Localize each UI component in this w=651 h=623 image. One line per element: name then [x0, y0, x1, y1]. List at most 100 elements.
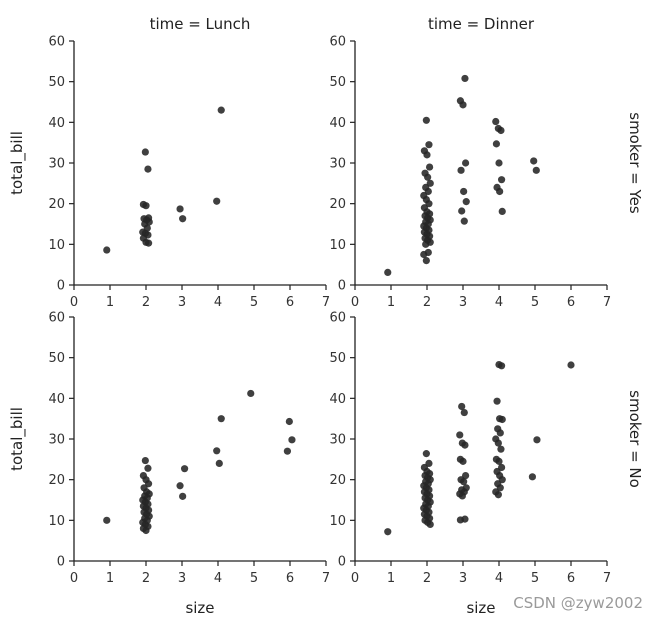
panel-1-y-tick-label: 0: [57, 279, 65, 294]
panel-1-y-axis-label: total_bill: [8, 131, 27, 195]
panel-2-data-point: [420, 250, 428, 259]
panel-4-x-axis-label: size: [466, 599, 495, 617]
panel-4-x-tick-label: 2: [423, 571, 431, 586]
panel-4-x-tick-label: 4: [495, 571, 503, 586]
panel-2-x-tick-label: 4: [495, 295, 503, 310]
panel-4-data-point: [456, 516, 465, 524]
panel-3-data-point: [180, 465, 189, 473]
panel-3-data-point: [144, 464, 152, 472]
panel-1-title: time = Lunch: [150, 15, 251, 33]
panel-1-data-point: [144, 165, 152, 173]
panel-2-data-point: [497, 126, 505, 135]
panel-2-data-point: [422, 257, 430, 265]
panel-4-data-point: [498, 415, 506, 424]
panel-4-data-point: [496, 429, 504, 437]
panel-4-data-point: [567, 361, 575, 369]
panel-1-data-point: [144, 239, 153, 247]
panel-2-data-point: [424, 173, 432, 181]
panel-2-data-point: [461, 159, 470, 167]
panel-2-x-tick-label: 1: [387, 295, 395, 310]
panel-4-y-tick-label: 10: [329, 514, 346, 529]
panel-1-data-point: [217, 106, 225, 114]
panel-1-x-tick-label: 0: [70, 295, 78, 310]
panel-1-y-tick-label: 10: [48, 238, 65, 253]
panel-2-y-tick-label: 0: [338, 279, 346, 294]
panel-2-data-point: [492, 117, 500, 126]
panel-3-x-tick-label: 4: [214, 571, 222, 586]
panel-3-y-tick-label: 60: [48, 311, 65, 326]
panel-1-data-point: [142, 202, 150, 210]
panel-4-data-point: [493, 397, 501, 405]
panel-4-data-point: [533, 436, 541, 444]
panel-4-data-point: [458, 402, 466, 411]
panel-1-y-tick-label: 20: [48, 197, 65, 212]
panel-1-x-tick-label: 7: [322, 295, 330, 310]
panel-2-data-point: [422, 240, 430, 248]
panel-4-data-point: [456, 431, 464, 439]
panel-1-data-point: [213, 197, 221, 205]
panel-3-y-tick-label: 0: [57, 555, 65, 570]
panel-2-data-point: [498, 207, 506, 215]
panel-1-data-point: [141, 148, 149, 156]
panel-2-data-point: [460, 217, 468, 225]
panel-4-x-tick-label: 7: [603, 571, 611, 586]
panel-4-data-point: [426, 520, 434, 529]
panel-2-y-tick-label: 30: [329, 157, 346, 172]
panel-4-x-tick-label: 0: [351, 571, 359, 586]
panel-2-data-point: [460, 187, 468, 196]
panel-4-data-point: [497, 445, 505, 453]
panel-3-data-point: [103, 516, 111, 524]
panel-2-x-tick-label: 2: [423, 295, 431, 310]
panel-4-data-point: [460, 478, 468, 486]
panel-2-row-label: smoker = Yes: [626, 112, 644, 214]
panel-2-data-point: [425, 141, 433, 149]
panel-2-y-tick-label: 20: [329, 197, 346, 212]
panel-2-x-tick-label: 0: [351, 295, 359, 310]
panel-2-data-point: [423, 151, 431, 159]
panel-1-y-tick-label: 30: [48, 157, 65, 172]
panel-4-data-point: [384, 528, 392, 536]
panel-3-data-point: [213, 447, 221, 455]
panel-1-y-tick-label: 60: [48, 35, 65, 50]
panel-4-data-point: [495, 457, 503, 465]
panel-4-x-tick-label: 3: [459, 571, 467, 586]
panel-2-y-tick-label: 60: [329, 35, 346, 50]
panel-2-data-point: [461, 74, 469, 83]
panel-3-x-axis-label: size: [185, 599, 214, 617]
panel-2-data-point: [496, 187, 504, 196]
panel-4-y-tick-label: 0: [338, 555, 346, 570]
panel-2-y-tick-label: 10: [329, 238, 346, 253]
panel-1-y-tick-label: 50: [48, 75, 65, 90]
watermark: CSDN @zyw2002: [513, 594, 643, 612]
panel-4-data-point: [422, 450, 430, 458]
panel-4-y-tick-label: 50: [329, 351, 346, 366]
panel-4-y-tick-label: 20: [329, 473, 346, 488]
panel-2-data-point: [532, 166, 540, 174]
panel-1-x-tick-label: 1: [106, 295, 114, 310]
panel-4-row-label: smoker = No: [626, 390, 644, 488]
panel-2-data-point: [422, 116, 430, 124]
panel-2-data-point: [492, 140, 501, 148]
panel-3-data-point: [179, 492, 187, 500]
panel-2-data-point: [457, 166, 465, 174]
panel-2-data-point: [459, 101, 467, 109]
panel-3-x-tick-label: 3: [178, 571, 186, 586]
panel-1-x-tick-label: 4: [214, 295, 222, 310]
panel-3-x-tick-label: 7: [322, 571, 330, 586]
panel-4-data-point: [494, 491, 502, 499]
panel-4-data-point: [458, 492, 466, 500]
panel-4-x-tick-label: 5: [531, 571, 539, 586]
panel-1-x-tick-label: 5: [250, 295, 258, 310]
panel-3-data-point: [141, 456, 149, 465]
panel-3-data-point: [288, 436, 296, 444]
panel-1-x-tick-label: 6: [286, 295, 294, 310]
panel-2-y-tick-label: 40: [329, 116, 346, 131]
panel-4-y-tick-label: 60: [329, 311, 346, 326]
panel-2-data-point: [458, 207, 466, 215]
panel-4-data-point: [528, 473, 537, 481]
panel-1-data-point: [103, 246, 111, 254]
panel-3-y-tick-label: 20: [48, 473, 65, 488]
panel-3-y-tick-label: 30: [48, 433, 65, 448]
panel-2-x-tick-label: 5: [531, 295, 539, 310]
